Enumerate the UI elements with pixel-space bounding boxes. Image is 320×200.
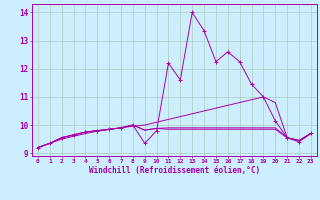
X-axis label: Windchill (Refroidissement éolien,°C): Windchill (Refroidissement éolien,°C) xyxy=(89,166,260,175)
